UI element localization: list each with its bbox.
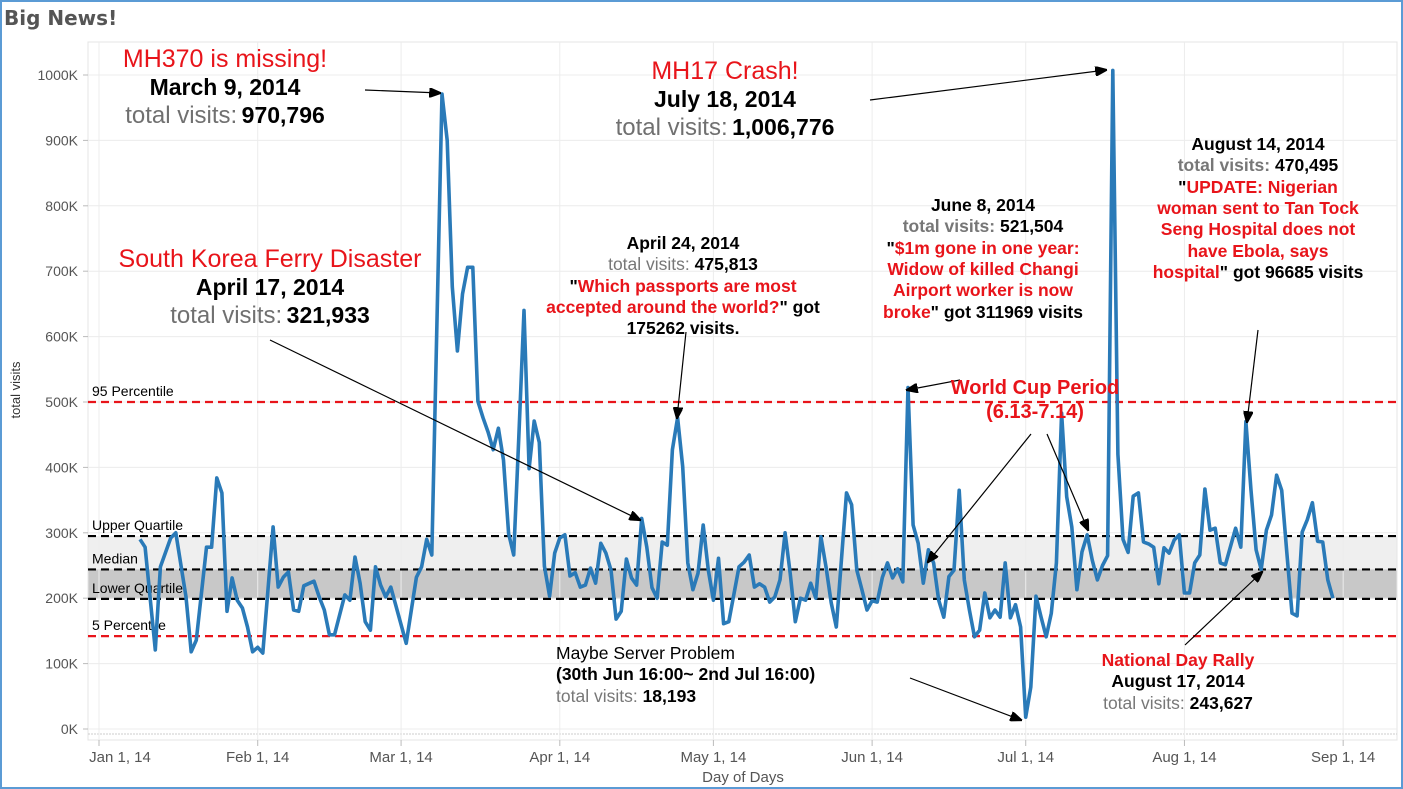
annotation-ferry: South Korea Ferry Disaster April 17, 201…: [90, 244, 450, 330]
x-tick-label: Jan 1, 14: [89, 749, 151, 766]
y-tick-label: 100K: [45, 656, 78, 672]
arrow-jun8: [907, 379, 961, 390]
server-period: (30th Jun 16:00~ 2nd Jul 16:00): [556, 664, 816, 685]
aug14-visits-label: total visits:: [1177, 155, 1271, 176]
mh17-visits: 1,006,776: [732, 113, 835, 140]
y-tick-label: 700K: [45, 263, 78, 279]
ndr-visits-label: total visits:: [1103, 692, 1185, 713]
arrow-mh370: [364, 90, 440, 93]
x-axis-title: Day of Days: [702, 769, 784, 786]
arrow-mh17: [869, 70, 1106, 101]
aug14-quote-close: ": [1219, 262, 1229, 283]
reference-line-label: Median: [92, 550, 138, 566]
reference-line-label: 95 Percentile: [92, 383, 174, 399]
y-tick-label: 200K: [45, 590, 78, 606]
mh17-visits-label: total visits:: [615, 113, 728, 141]
y-tick-label: 300K: [45, 525, 78, 541]
x-tick-label: May 1, 14: [680, 749, 746, 766]
aug14-got: got 96685 visits: [1228, 262, 1364, 283]
jun8-visits: 521,504: [1000, 216, 1064, 237]
apr24-got: got 175262 visits.: [626, 297, 820, 339]
ndr-visits: 243,627: [1189, 692, 1253, 713]
ferry-visits-label: total visits:: [170, 301, 283, 329]
annotation-aug14: August 14, 2014 total visits: 470,495 "U…: [1143, 134, 1373, 283]
x-tick-label: Jun 1, 14: [841, 749, 903, 766]
world-cup-title: World Cup Period: [950, 377, 1120, 399]
server-visits-label: total visits:: [556, 685, 638, 706]
ferry-visits: 321,933: [286, 301, 370, 328]
apr24-article: Which passports are most accepted around…: [546, 275, 797, 318]
apr24-quote-open: ": [569, 275, 578, 296]
jun8-got: got 311969 visits: [938, 301, 1083, 322]
jun8-quote-close: ": [930, 301, 939, 322]
x-tick-label: Aug 1, 14: [1152, 749, 1216, 766]
mh370-headline: MH370 is missing!: [122, 45, 328, 73]
aug14-article: UPDATE: Nigerian woman sent to Tan Tock …: [1152, 176, 1359, 283]
jun8-quote-open: ": [886, 237, 895, 258]
x-tick-label: Feb 1, 14: [226, 749, 289, 766]
jun8-article: $1m gone in one year: Widow of killed Ch…: [883, 237, 1080, 322]
y-tick-label: 600K: [45, 329, 78, 345]
annotation-world-cup: World Cup Period (6.13-7.14): [920, 376, 1150, 424]
y-axis-title: total visits: [8, 361, 23, 419]
jun8-visits-label: total visits:: [902, 216, 996, 237]
annotation-mh17: MH17 Crash! July 18, 2014 total visits: …: [575, 56, 875, 142]
arrow-ferry: [269, 339, 640, 520]
arrow-worldcup-end: [1046, 433, 1088, 530]
y-tick-label: 800K: [45, 198, 78, 214]
arrow-aug14: [1247, 329, 1259, 422]
arrow-ndr: [1184, 572, 1262, 646]
plot-area: [87, 41, 1398, 741]
annotation-mh370: MH370 is missing! March 9, 2014 total vi…: [100, 44, 350, 130]
sheet-title: Big News!: [4, 6, 118, 30]
arrow-apr24: [677, 331, 687, 418]
server-headline: Maybe Server Problem: [556, 643, 735, 663]
mh370-visits-label: total visits:: [125, 101, 238, 129]
arrow-server: [909, 677, 1021, 720]
aug14-date: August 14, 2014: [1191, 134, 1325, 154]
reference-line-label: Upper Quartile: [92, 517, 183, 533]
x-tick-label: Mar 1, 14: [369, 749, 432, 766]
ferry-date: April 17, 2014: [195, 274, 345, 300]
aug14-quote-open: ": [1178, 176, 1187, 197]
world-cup-dates: (6.13-7.14): [986, 401, 1084, 423]
reference-line-label: Lower Quartile: [92, 580, 183, 596]
arrow-worldcup-start: [928, 433, 1032, 562]
y-tick-label: 0K: [61, 721, 79, 737]
mh17-date: July 18, 2014: [654, 86, 796, 112]
y-tick-label: 500K: [45, 394, 78, 410]
series-line-total-visits: [138, 68, 1335, 720]
x-tick-label: Apr 1, 14: [529, 749, 590, 766]
y-tick-label: 400K: [45, 459, 78, 475]
mh370-date: March 9, 2014: [149, 74, 301, 100]
reference-line-label: 5 Percentile: [92, 617, 166, 633]
apr24-quote-close: ": [779, 297, 788, 318]
mh370-visits: 970,796: [241, 101, 325, 128]
aug14-visits: 470,495: [1275, 155, 1339, 176]
apr24-visits-label: total visits:: [608, 254, 690, 275]
annotation-national-day-rally: National Day Rally August 17, 2014 total…: [1063, 650, 1293, 714]
ferry-headline: South Korea Ferry Disaster: [118, 245, 422, 273]
ndr-headline: National Day Rally: [1101, 650, 1255, 670]
x-tick-label: Sep 1, 14: [1311, 749, 1375, 766]
y-tick-label: 900K: [45, 132, 78, 148]
annotation-server-problem: Maybe Server Problem (30th Jun 16:00~ 2n…: [556, 643, 815, 707]
apr24-visits: 475,813: [694, 254, 758, 275]
x-tick-label: Jul 1, 14: [997, 749, 1054, 766]
server-visits: 18,193: [642, 685, 697, 706]
ndr-date: August 17, 2014: [1111, 671, 1245, 692]
apr24-date: April 24, 2014: [626, 233, 740, 253]
mh17-headline: MH17 Crash!: [651, 57, 799, 85]
annotation-apr24: April 24, 2014 total visits: 475,813 "Wh…: [538, 233, 828, 340]
y-tick-label: 1000K: [38, 67, 79, 83]
annotation-jun8: June 8, 2014 total visits: 521,504 "$1m …: [868, 195, 1098, 323]
jun8-date: June 8, 2014: [930, 195, 1036, 215]
